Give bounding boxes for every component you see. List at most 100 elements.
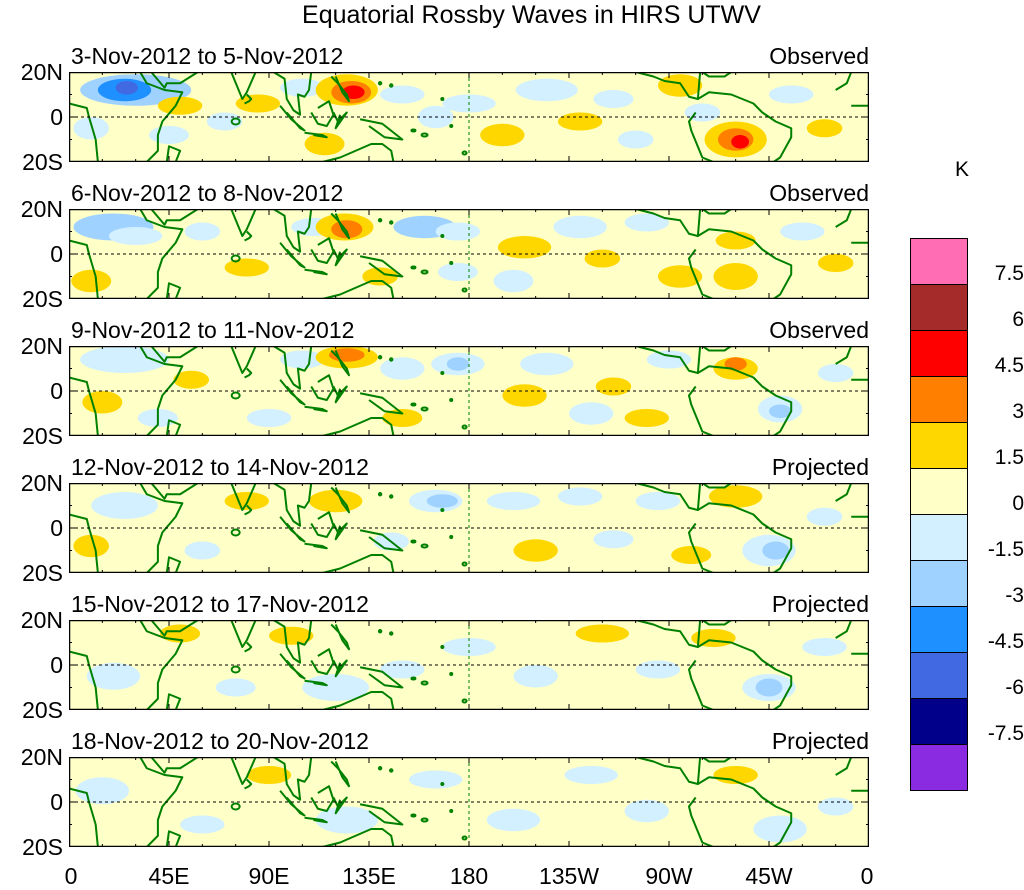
island-outline <box>420 269 429 275</box>
colorbar-labels: 7.5 6 4.5 3 1.5 0 -1.5 -3 -4.5 -6 -7.5 <box>968 238 1024 788</box>
island-outline <box>420 817 429 823</box>
coastline <box>165 693 182 710</box>
coastline <box>272 620 313 664</box>
panel-date-range: 18-Nov-2012 to 20-Nov-2012 <box>71 728 369 754</box>
island-outline <box>449 535 454 539</box>
island-outline <box>440 371 445 375</box>
anomaly-contour <box>557 487 603 506</box>
colorbar-label: 1.5 <box>994 446 1024 469</box>
panel-date-range: 6-Nov-2012 to 8-Nov-2012 <box>71 180 344 206</box>
coastline <box>69 757 184 847</box>
anomaly-contour <box>73 534 109 558</box>
coastline <box>359 392 404 415</box>
latitude-tick-label: 0 <box>50 378 63 404</box>
colorbar-label: -1.5 <box>987 538 1024 561</box>
anomaly-contour <box>617 130 654 149</box>
coastline <box>701 209 732 215</box>
map-panel: 12-Nov-2012 to 14-Nov-2012 Projected 20N 0 2… <box>21 454 869 585</box>
colorbar-swatch <box>910 284 968 331</box>
latitude-tick-label: 0 <box>50 652 63 678</box>
latitude-tick-label: 0 <box>50 241 63 267</box>
anomaly-contour <box>564 766 618 784</box>
anomaly-contour <box>806 119 843 138</box>
latitude-tick-label: 0 <box>50 789 63 815</box>
longitude-tick-label: 90E <box>248 863 290 889</box>
coastline <box>150 209 199 226</box>
coastline <box>835 209 869 244</box>
coastline <box>330 623 350 651</box>
island-outline <box>461 698 468 704</box>
longitude-tick-label: 45W <box>745 863 793 889</box>
map-panel: 3-Nov-2012 to 5-Nov-2012 Observed 20N 0 20S <box>21 43 869 174</box>
island-outline <box>377 81 383 86</box>
anomaly-contour <box>713 263 758 290</box>
anomaly-contour <box>73 117 109 140</box>
coastline <box>220 209 257 237</box>
map-panel: 9-Nov-2012 to 11-Nov-2012 Observed 20N 0 20S <box>21 317 869 448</box>
coastline <box>322 828 395 847</box>
anomaly-contour <box>497 236 552 259</box>
coastline <box>835 346 869 381</box>
coastline <box>150 757 199 774</box>
colorbar-swatch <box>910 422 968 469</box>
coastline <box>835 72 869 107</box>
anomaly-contour <box>173 370 209 389</box>
island-outline <box>410 539 417 544</box>
coastline <box>279 516 306 543</box>
anomaly-contour <box>817 364 854 382</box>
anomaly-map <box>69 209 869 299</box>
coastline <box>150 483 199 500</box>
island-outline <box>440 234 445 238</box>
coastline <box>359 255 404 278</box>
island-outline <box>410 265 417 270</box>
coastline <box>244 504 253 516</box>
panel-date-range: 3-Nov-2012 to 5-Nov-2012 <box>71 43 344 69</box>
coastline <box>165 830 182 847</box>
coastline <box>69 72 184 162</box>
anomaly-contour <box>593 90 634 108</box>
island-outline <box>389 220 394 225</box>
longitude-tick-label: 135E <box>342 863 396 889</box>
anomaly-contour <box>380 85 425 104</box>
anomaly-contour <box>269 626 314 645</box>
map-panel: 15-Nov-2012 to 17-Nov-2012 Projected 20N 0 2… <box>21 591 869 722</box>
longitude-tick-label: 90W <box>645 863 693 889</box>
island-outline <box>449 261 454 265</box>
island-outline <box>440 97 445 101</box>
map-frame <box>69 620 869 710</box>
coastline <box>304 679 328 687</box>
coastline <box>165 282 182 299</box>
anomaly-contour <box>235 94 281 113</box>
latitude-tick-label: 0 <box>50 515 63 541</box>
anomaly-contour <box>780 222 825 241</box>
coastline <box>310 511 335 538</box>
coastline <box>69 346 184 436</box>
anomaly-contour <box>635 660 681 679</box>
island-outline <box>230 254 241 263</box>
coastline <box>322 417 395 436</box>
anomaly-contour <box>624 213 669 232</box>
anomaly-contour <box>769 85 814 104</box>
anomaly-contour <box>624 409 669 427</box>
island-outline <box>461 561 468 567</box>
coastline <box>322 280 395 299</box>
colorbar-swatch <box>910 698 968 745</box>
island-outline <box>461 424 468 430</box>
anomaly-map <box>69 72 869 162</box>
coastline <box>244 93 253 105</box>
anomaly-map <box>69 483 869 573</box>
coastline <box>272 483 313 527</box>
island-outline <box>389 357 394 362</box>
anomaly-contour <box>731 135 749 149</box>
coastline <box>835 620 869 655</box>
coastline <box>150 346 199 363</box>
coastline <box>688 776 793 847</box>
anomaly-contour <box>315 806 378 834</box>
coastline <box>220 483 257 511</box>
colorbar-swatch <box>910 606 968 653</box>
coastline <box>701 72 732 78</box>
anomaly-contour <box>515 78 578 102</box>
coastline <box>304 542 328 550</box>
coastline <box>165 145 182 162</box>
coastline <box>244 230 253 242</box>
